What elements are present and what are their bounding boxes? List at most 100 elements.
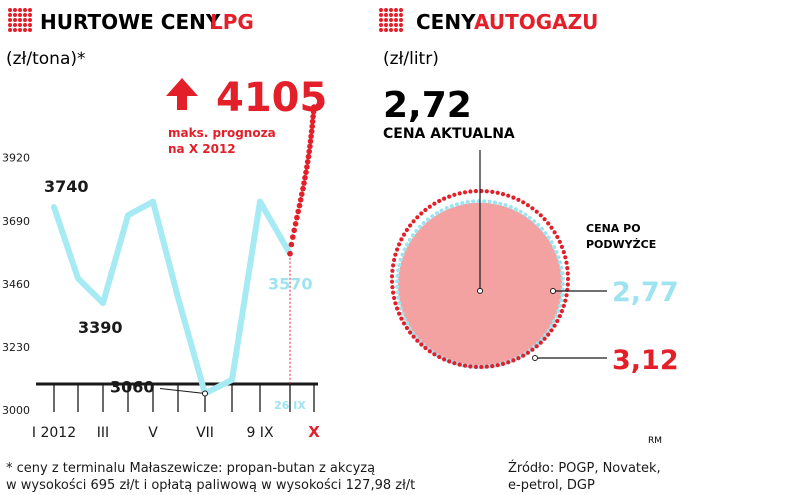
ring-dot <box>395 290 400 295</box>
ring-dot <box>452 361 457 366</box>
logo-dot <box>28 13 32 17</box>
ring-dot <box>549 328 554 333</box>
ring-dot <box>560 271 565 276</box>
ring-dot <box>389 279 395 284</box>
ring-dot <box>549 225 554 230</box>
ring-dot <box>405 242 410 247</box>
current-price-label: CENA AKTUALNA <box>383 126 515 142</box>
forecast-dot <box>308 128 315 135</box>
ring-dot <box>432 201 437 206</box>
ring-dot <box>395 273 400 278</box>
ring-dot <box>417 224 422 229</box>
logo-dot <box>23 13 27 17</box>
forecast: 4105 maks. prognoza na X 2012 <box>166 75 327 156</box>
ring-dot <box>490 364 495 369</box>
ring-dot <box>495 363 500 368</box>
ring-dot <box>498 201 503 206</box>
ring-dot <box>511 358 516 363</box>
ring-dot <box>506 360 511 365</box>
increase-277-value: 2,77 <box>612 277 679 308</box>
ring-dot <box>552 245 557 250</box>
y-tick-label: 3460 <box>2 278 30 291</box>
ring-dot <box>427 204 432 209</box>
logo-dot <box>18 28 22 32</box>
forecast-dot <box>303 169 309 176</box>
ring-dot <box>442 196 447 201</box>
ring-dot <box>549 323 554 328</box>
ring-dot <box>484 364 489 369</box>
ring-dot <box>471 199 476 204</box>
ring-dot <box>457 191 462 196</box>
ring-dot <box>565 266 570 271</box>
ring-dot <box>538 213 543 218</box>
logo-dot <box>8 8 12 12</box>
credit: RM <box>648 436 662 446</box>
annotation-label: 3740 <box>44 177 89 196</box>
left-title-black: HURTOWE CENY <box>40 10 221 34</box>
increase-312-value: 3,12 <box>612 345 679 376</box>
ring-dot <box>530 206 535 211</box>
ring-dot <box>397 311 402 316</box>
forecast-dot <box>304 164 310 170</box>
leader-point <box>477 287 483 294</box>
ring-dot <box>411 334 416 339</box>
logo-dot <box>23 28 27 32</box>
ring-dot <box>484 189 489 194</box>
price-series-line <box>51 198 293 397</box>
ring-dot <box>506 193 511 198</box>
ring-dot <box>395 306 400 311</box>
logo-dot <box>384 18 388 22</box>
ring-dot <box>439 208 444 213</box>
ring-dot <box>561 250 566 255</box>
logo-dot <box>379 8 383 12</box>
ring-dot <box>442 357 447 362</box>
ring-dot <box>495 190 500 195</box>
ring-dot <box>404 227 409 233</box>
ring-dot <box>423 345 428 351</box>
ring-dot <box>492 200 498 205</box>
ring-dot <box>530 347 535 352</box>
ring-dot <box>401 232 407 237</box>
right-unit: (zł/litr) <box>383 49 439 69</box>
ring-dot <box>555 234 560 240</box>
annotation-label: 3060 <box>110 378 155 397</box>
ring-dot <box>391 263 396 268</box>
y-tick-label: 3920 <box>2 152 30 165</box>
ring-dot <box>468 364 473 369</box>
dot-grid-icon <box>379 8 403 32</box>
forecast-dot <box>301 180 307 186</box>
ring-dot <box>559 265 564 270</box>
ring-dot <box>402 247 407 252</box>
ring-dot <box>423 207 428 213</box>
ring-dot <box>539 226 545 231</box>
ring-dot <box>415 338 420 343</box>
forecast-dot <box>302 174 308 181</box>
ring-dot <box>518 209 523 214</box>
ring-dot <box>447 359 452 364</box>
annotation-point <box>202 390 208 397</box>
ring-dot <box>430 214 435 219</box>
ring-dot <box>452 192 457 197</box>
ring-dot <box>405 321 410 326</box>
logo-dot <box>18 23 22 27</box>
logo-dot <box>399 13 403 17</box>
ring-dot <box>527 215 532 220</box>
annotation-label: 3570 <box>268 275 313 294</box>
annotation-label: 3390 <box>78 318 123 337</box>
ring-dot <box>555 318 560 324</box>
logo-dot <box>384 13 388 17</box>
ring-dot <box>563 255 568 260</box>
footnote-line2: w wysokości 695 zł/t i opłatą paliwową w… <box>6 478 416 493</box>
ring-dot <box>415 215 420 220</box>
forecast-label-line1: maks. prognoza <box>168 126 276 140</box>
ring-dot <box>410 233 415 238</box>
right-title-red: AUTOGAZU <box>474 10 598 34</box>
logo-dot <box>8 18 12 22</box>
ring-dot <box>447 194 452 199</box>
forecast-dot <box>299 191 305 197</box>
ring-dot <box>565 276 571 282</box>
ring-dot <box>393 301 398 306</box>
ring-dot <box>449 204 454 209</box>
ring-dot <box>532 219 537 224</box>
ring-dot <box>395 279 400 284</box>
